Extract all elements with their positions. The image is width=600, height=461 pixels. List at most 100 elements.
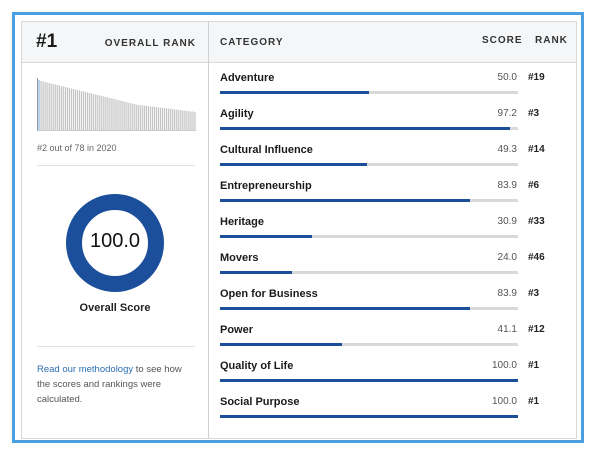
- score-bar-fill: [220, 415, 518, 418]
- sparkline-bar: [190, 111, 192, 130]
- sparkline-bar: [107, 97, 109, 130]
- category-score: 24.0: [497, 252, 517, 263]
- category-name: Agility: [220, 108, 254, 120]
- sparkline-bar: [60, 86, 62, 130]
- sparkline-bar: [163, 108, 166, 130]
- score-bar-fill: [220, 127, 510, 130]
- sparkline-bar: [52, 84, 54, 130]
- category-rank: #3: [528, 288, 540, 299]
- sparkline-bar: [46, 82, 48, 130]
- summary-panel: #1 OVERALL RANK #2 out of 78 in 2020 100…: [22, 22, 209, 438]
- category-rank: #12: [528, 324, 545, 335]
- score-bar-fill: [220, 91, 369, 94]
- sparkline-bar: [172, 109, 174, 130]
- sparkline-bar: [174, 109, 176, 130]
- category-row: Adventure 50.0 #19: [209, 64, 576, 100]
- category-row: Quality of Life 100.0 #1: [209, 352, 576, 388]
- category-rank: #1: [528, 396, 540, 407]
- sparkline-bar: [105, 97, 107, 130]
- methodology-link[interactable]: Read our methodology: [37, 364, 134, 375]
- category-name: Cultural Influence: [220, 144, 313, 156]
- sparkline-bar: [176, 109, 178, 130]
- sparkline-bar: [48, 83, 50, 130]
- sparkline-bar: [119, 100, 121, 130]
- sparkline-bar: [78, 90, 81, 130]
- category-row: Cultural Influence 49.3 #14: [209, 136, 576, 172]
- sparkline-bar: [125, 102, 127, 130]
- score-bar-fill: [220, 163, 367, 166]
- sparkline-bar: [131, 103, 133, 130]
- category-row: Heritage 30.9 #33: [209, 208, 576, 244]
- sparkline-bar: [70, 88, 73, 130]
- sparkline-bar: [76, 90, 79, 130]
- divider: [37, 165, 195, 166]
- category-score: 100.0: [491, 396, 517, 407]
- category-score: 83.9: [497, 180, 517, 191]
- sparkline-bar: [182, 110, 184, 130]
- sparkline-bar: [186, 111, 188, 130]
- category-score: 50.0: [497, 72, 517, 83]
- sparkline-bar: [149, 106, 152, 130]
- score-bar-track: [220, 343, 518, 346]
- category-name: Quality of Life: [220, 360, 294, 372]
- sparkline-bar: [64, 87, 66, 130]
- category-rank: #33: [528, 216, 545, 227]
- category-score: 97.2: [497, 108, 517, 119]
- sparkline-bar: [87, 92, 89, 130]
- sparkline-bar: [103, 96, 105, 130]
- category-rank: #46: [528, 252, 545, 263]
- sparkline-bar: [151, 106, 154, 130]
- sparkline-bar: [44, 82, 46, 130]
- sparkline-bar: [170, 109, 172, 130]
- score-bar-track: [220, 415, 518, 418]
- sparkline-bar: [99, 95, 101, 130]
- column-header-score: SCORE: [482, 35, 523, 46]
- sparkline-bar: [50, 83, 52, 130]
- sparkline-bar: [127, 102, 129, 130]
- category-name: Movers: [220, 252, 259, 264]
- score-bar-fill: [220, 343, 343, 346]
- score-bar-track: [220, 163, 518, 166]
- sparkline-bar: [161, 108, 164, 130]
- score-bar-fill: [220, 307, 471, 310]
- category-row: Entrepreneurship 83.9 #6: [209, 172, 576, 208]
- sparkline-bar: [38, 80, 40, 130]
- overall-rank-value: #1: [36, 31, 58, 52]
- sparkline-bar: [56, 85, 58, 130]
- sparkline-chart: [38, 80, 196, 130]
- methodology-note: Read our methodology to see how the scor…: [37, 362, 197, 407]
- category-score: 83.9: [497, 288, 517, 299]
- category-panel: CATEGORY SCORE RANK Adventure 50.0 #19 Agil…: [209, 22, 576, 438]
- score-bar-fill: [220, 199, 471, 202]
- category-name: Power: [220, 324, 254, 336]
- category-rank: #3: [528, 108, 540, 119]
- sparkline-bar: [58, 85, 60, 130]
- overall-rank-label: OVERALL RANK: [104, 38, 196, 49]
- category-score: 100.0: [491, 360, 517, 371]
- category-row: Movers 24.0 #46: [209, 244, 576, 280]
- category-name: Social Purpose: [220, 396, 300, 408]
- sparkline-bar: [145, 106, 147, 130]
- sparkline-bar: [178, 110, 180, 130]
- donut-chart: [66, 194, 164, 292]
- category-table-header: CATEGORY SCORE RANK: [209, 22, 576, 63]
- sparkline-bar: [62, 86, 64, 130]
- divider: [37, 346, 195, 347]
- donut-fill: [66, 194, 164, 292]
- score-bar-track: [220, 271, 518, 274]
- sparkline-bar: [80, 91, 83, 130]
- sparkline-bar: [157, 107, 160, 130]
- score-bar-track: [220, 127, 518, 130]
- score-bar-fill: [220, 379, 518, 382]
- sparkline-bar: [113, 99, 115, 130]
- sparkline-bar: [89, 93, 91, 130]
- sparkline-bar: [54, 84, 56, 130]
- category-row: Open for Business 83.9 #3: [209, 280, 576, 316]
- sparkline-bar: [184, 110, 186, 130]
- sparkline-bar: [137, 105, 139, 130]
- sparkline-bar: [123, 101, 125, 130]
- score-bar-track: [220, 379, 518, 382]
- category-name: Heritage: [220, 216, 265, 228]
- sparkline-bar: [194, 112, 196, 130]
- sparkline-bar: [159, 107, 162, 130]
